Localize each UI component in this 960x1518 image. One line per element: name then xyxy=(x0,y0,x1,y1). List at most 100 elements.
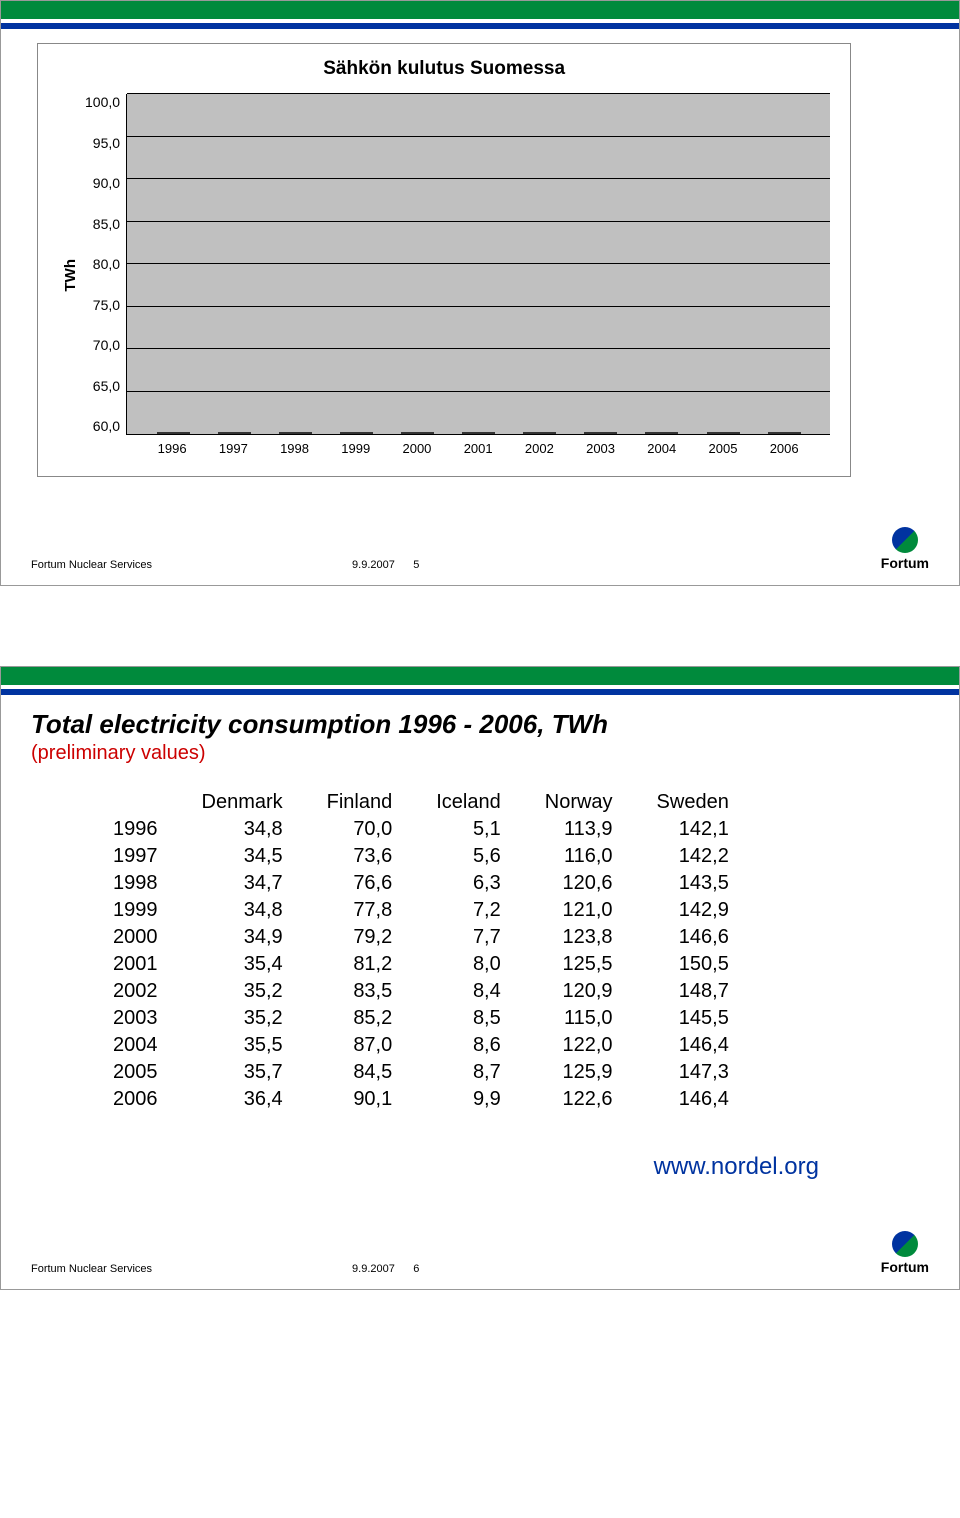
bar xyxy=(218,432,251,434)
table-cell: 147,3 xyxy=(635,1059,751,1086)
table-cell: 8,7 xyxy=(414,1059,523,1086)
table-cell: 2000 xyxy=(91,924,180,951)
footer-company: Fortum Nuclear Services xyxy=(31,559,152,571)
table-cell: 120,6 xyxy=(523,870,635,897)
table-cell: 7,2 xyxy=(414,897,523,924)
plot-area xyxy=(126,94,830,435)
y-tick-label: 65,0 xyxy=(85,378,120,394)
table-cell: 146,4 xyxy=(635,1032,751,1059)
bar-column xyxy=(265,432,326,434)
bar xyxy=(768,432,801,434)
table-cell: 9,9 xyxy=(414,1086,523,1113)
table-cell: 142,1 xyxy=(635,816,751,843)
gridline xyxy=(127,348,830,349)
x-tick-label: 2002 xyxy=(509,441,570,456)
table-cell: 146,4 xyxy=(635,1086,751,1113)
table-cell: 79,2 xyxy=(305,924,415,951)
gridline xyxy=(127,136,830,137)
table-header-cell: Denmark xyxy=(180,789,305,816)
table-cell: 113,9 xyxy=(523,816,635,843)
table-row: 199834,776,66,3120,6143,5 xyxy=(91,870,751,897)
y-tick-label: 70,0 xyxy=(85,337,120,353)
table-header-row: DenmarkFinlandIcelandNorwaySweden xyxy=(91,789,751,816)
y-tick-label: 75,0 xyxy=(85,297,120,313)
bar xyxy=(584,432,617,434)
table-cell: 85,2 xyxy=(305,1005,415,1032)
table-row: 200435,587,08,6122,0146,4 xyxy=(91,1032,751,1059)
table-cell: 8,0 xyxy=(414,951,523,978)
header-green-bar xyxy=(1,1,959,19)
y-tick-label: 60,0 xyxy=(85,418,120,434)
table-cell: 123,8 xyxy=(523,924,635,951)
x-tick-label: 2005 xyxy=(692,441,753,456)
bar xyxy=(645,432,678,434)
bar xyxy=(523,432,556,434)
table-cell: 76,6 xyxy=(305,870,415,897)
table-cell: 34,5 xyxy=(180,843,305,870)
table-cell: 142,2 xyxy=(635,843,751,870)
y-axis-label: TWh xyxy=(58,259,83,291)
table-cell: 125,9 xyxy=(523,1059,635,1086)
table-header-cell: Iceland xyxy=(414,789,523,816)
table-cell: 35,5 xyxy=(180,1032,305,1059)
gridline xyxy=(127,221,830,222)
table-cell: 122,0 xyxy=(523,1032,635,1059)
slide2-subtitle: (preliminary values) xyxy=(31,742,929,765)
bar-column xyxy=(754,432,815,434)
table-cell: 35,7 xyxy=(180,1059,305,1086)
bar-column xyxy=(448,432,509,434)
slide2-content: Total electricity consumption 1996 - 200… xyxy=(1,709,959,1211)
x-tick-label: 2000 xyxy=(386,441,447,456)
gridline xyxy=(127,391,830,392)
footer-date-page: 9.9.2007 5 xyxy=(352,559,419,571)
bar-column xyxy=(693,432,754,434)
table-cell: 148,7 xyxy=(635,978,751,1005)
table-row: 200636,490,19,9122,6146,4 xyxy=(91,1086,751,1113)
table-cell: 8,4 xyxy=(414,978,523,1005)
table-row: 200535,784,58,7125,9147,3 xyxy=(91,1059,751,1086)
gridline xyxy=(127,178,830,179)
table-cell: 34,8 xyxy=(180,816,305,843)
slide2-title: Total electricity consumption 1996 - 200… xyxy=(31,709,929,740)
table-cell: 2005 xyxy=(91,1059,180,1086)
chart-title: Sähkön kulutus Suomessa xyxy=(58,58,830,80)
slide2-footer: Fortum Nuclear Services 9.9.2007 6 Fortu… xyxy=(1,1211,959,1289)
header-blue-bar xyxy=(1,689,959,695)
footer-date-page: 9.9.2007 6 xyxy=(352,1263,419,1275)
slide-2: Total electricity consumption 1996 - 200… xyxy=(0,666,960,1290)
table-cell: 34,7 xyxy=(180,870,305,897)
table-header-cell: Finland xyxy=(305,789,415,816)
table-cell: 81,2 xyxy=(305,951,415,978)
y-tick-label: 85,0 xyxy=(85,216,120,232)
footer-left: Fortum Nuclear Services 9.9.2007 6 xyxy=(31,1263,419,1275)
bar-column xyxy=(143,432,204,434)
source-link[interactable]: www.nordel.org xyxy=(31,1153,819,1181)
table-cell: 5,1 xyxy=(414,816,523,843)
table-header-cell: Sweden xyxy=(635,789,751,816)
bars-container xyxy=(127,94,830,434)
gridline xyxy=(127,93,830,94)
table-cell: 73,6 xyxy=(305,843,415,870)
table-cell: 2006 xyxy=(91,1086,180,1113)
y-tick-label: 80,0 xyxy=(85,256,120,272)
fortum-logo-text: Fortum xyxy=(881,555,929,571)
bar-column xyxy=(204,432,265,434)
table-cell: 145,5 xyxy=(635,1005,751,1032)
table-cell: 77,8 xyxy=(305,897,415,924)
bar xyxy=(401,432,434,434)
table-cell: 83,5 xyxy=(305,978,415,1005)
x-tick-label: 1999 xyxy=(325,441,386,456)
table-header-cell: Norway xyxy=(523,789,635,816)
fortum-logo-icon xyxy=(892,527,918,553)
slide1-content: Sähkön kulutus Suomessa TWh 60,0 65,0 70,0… xyxy=(1,43,959,507)
chart-body: TWh 60,065,070,075,080,085,090,095,0100,… xyxy=(58,94,830,456)
table-cell: 5,6 xyxy=(414,843,523,870)
y-ticks: 60,065,070,075,080,085,090,095,0100,0 xyxy=(83,94,126,434)
fortum-logo: Fortum xyxy=(881,527,929,571)
table-row: 200135,481,28,0125,5150,5 xyxy=(91,951,751,978)
bar xyxy=(340,432,373,434)
table-cell: 2002 xyxy=(91,978,180,1005)
table-cell: 7,7 xyxy=(414,924,523,951)
consumption-table: DenmarkFinlandIcelandNorwaySweden199634,… xyxy=(91,789,751,1113)
bar-column xyxy=(326,432,387,434)
